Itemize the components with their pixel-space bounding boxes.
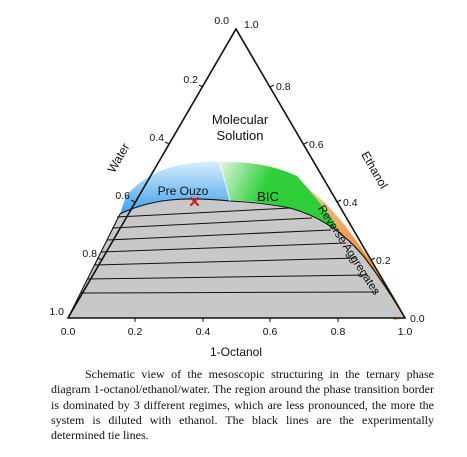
pre-ouzo-boundary <box>218 161 231 202</box>
pre-ouzo-label: Pre Ouzo <box>158 184 209 198</box>
pre-ouzo-region <box>120 161 230 214</box>
triangle-frame <box>66 27 407 319</box>
tie-line <box>87 274 369 280</box>
tie-line <box>80 291 379 294</box>
bottom-tick-label: 0.6 <box>263 326 278 338</box>
two-phase-region <box>67 198 406 319</box>
left-tick-label: 0.0 <box>214 15 229 27</box>
tie-line <box>94 257 358 266</box>
left-tick-label: 0.4 <box>149 132 164 144</box>
bottom-tick-label: 0.2 <box>128 326 143 338</box>
tie-line <box>111 217 313 229</box>
right-axis-title: Ethanol <box>358 149 390 191</box>
figure-caption: Schematic view of the mesoscopic structu… <box>51 367 434 443</box>
tie-line <box>106 229 332 241</box>
right-tick-label: 0.4 <box>343 197 358 209</box>
right-tick-label: 0.8 <box>276 81 291 93</box>
ouzo-point-marker <box>189 196 200 207</box>
left-tick-label: 0.6 <box>115 190 130 202</box>
right-tick-label: 0.0 <box>410 313 425 325</box>
bottom-tick-label: 1.0 <box>398 326 413 338</box>
left-axis-title: Water <box>105 141 133 175</box>
right-tick-label: 0.6 <box>309 139 324 151</box>
bottom-axis-ticks <box>134 318 339 322</box>
molecular-solution-label-line2: Solution <box>217 128 264 143</box>
tie-line <box>116 207 292 218</box>
molecular-solution-label-line1: Molecular <box>212 112 269 127</box>
right-tick-label: 1.0 <box>244 19 259 31</box>
left-axis-ticks <box>97 84 204 261</box>
right-tick-label: 0.2 <box>376 255 391 267</box>
left-tick-label: 1.0 <box>49 306 64 318</box>
left-tick-label: 0.2 <box>183 74 198 86</box>
bottom-tick-label: 0.8 <box>331 326 346 338</box>
bic-label: BIC <box>257 189 279 204</box>
bottom-tick-label: 0.0 <box>61 326 76 338</box>
bottom-tick-label: 0.4 <box>196 326 211 338</box>
right-axis-ticks <box>269 84 376 261</box>
tie-line <box>100 242 347 253</box>
left-tick-label: 0.8 <box>82 248 97 260</box>
bottom-axis-title: 1-Octanol <box>210 345 262 359</box>
tie-lines <box>80 207 379 294</box>
ternary-phase-diagram: 0.0 0.2 0.4 0.6 0.8 1.0 1-Octanol 1.0 0.… <box>49 15 425 359</box>
